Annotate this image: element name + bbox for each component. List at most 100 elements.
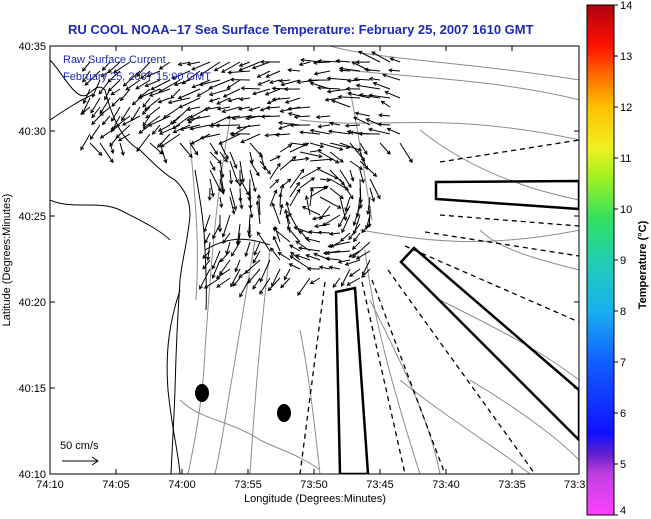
current-vector: [174, 79, 191, 86]
current-vector: [352, 241, 371, 258]
current-vector-head: [352, 253, 357, 259]
current-vector-head: [300, 58, 305, 63]
current-vector: [219, 178, 224, 194]
current-vector: [279, 79, 291, 82]
current-vector: [170, 88, 181, 99]
current-vector-head: [80, 110, 85, 115]
current-vector: [212, 250, 221, 269]
current-vector-head: [121, 116, 126, 122]
current-vector-head: [170, 94, 175, 100]
current-vector: [209, 169, 222, 192]
current-vector: [101, 70, 111, 77]
current-vector-head: [339, 237, 345, 242]
current-vector: [219, 142, 229, 159]
current-vector-head: [353, 77, 358, 82]
current-vector-head: [229, 131, 234, 136]
current-vector: [328, 130, 351, 135]
current-vector: [119, 142, 124, 156]
current-vector: [310, 129, 331, 135]
current-vector: [142, 115, 151, 126]
current-vector: [219, 259, 231, 275]
current-vector: [191, 61, 211, 71]
current-vector: [238, 268, 251, 278]
current-vector-head: [91, 93, 96, 98]
current-vector-head: [158, 150, 164, 155]
map-area: [50, 46, 579, 474]
current-vector-head: [157, 127, 163, 132]
current-vector-head: [309, 280, 315, 285]
current-vector: [294, 226, 311, 234]
current-vector: [142, 106, 151, 115]
current-vector-head: [326, 89, 332, 94]
current-vector: [90, 97, 101, 114]
current-vector-head: [307, 229, 313, 235]
current-vector: [84, 70, 101, 86]
current-vector-head: [137, 94, 143, 99]
current-vector: [104, 88, 111, 100]
current-vector-head: [316, 85, 322, 91]
current-vector-head: [104, 96, 108, 101]
current-vector: [382, 74, 401, 81]
current-vector: [266, 70, 281, 78]
current-vector: [147, 70, 161, 77]
current-vector-head: [270, 247, 275, 252]
current-vector: [362, 259, 371, 276]
current-vector: [221, 61, 241, 73]
current-vector: [279, 204, 283, 216]
current-vector-head: [278, 78, 283, 83]
current-vector: [271, 268, 281, 287]
current-vector: [199, 268, 211, 290]
current-vector-head: [326, 177, 332, 182]
current-vector-head: [253, 251, 258, 256]
current-vector-head: [351, 61, 356, 66]
current-vector-head: [287, 67, 292, 73]
current-vector-head: [99, 111, 104, 117]
current-vector: [228, 70, 251, 74]
current-vector-head: [157, 143, 162, 149]
current-vector: [329, 142, 350, 149]
current-vector: [349, 160, 363, 170]
current-vector: [107, 61, 121, 73]
current-vector-head: [344, 207, 349, 212]
current-vector: [163, 106, 181, 119]
current-vector: [179, 142, 193, 158]
current-vector-head: [220, 69, 226, 73]
current-vector: [369, 187, 375, 202]
current-vector-head: [101, 66, 106, 71]
current-vector: [332, 277, 341, 288]
current-vector: [309, 158, 333, 162]
current-vector: [227, 115, 241, 119]
current-vector: [268, 277, 281, 291]
current-vector: [261, 115, 281, 118]
current-vector: [328, 241, 351, 247]
current-vector-head: [208, 92, 214, 97]
current-vector: [285, 97, 301, 104]
current-vector-head: [354, 111, 360, 116]
current-vector: [318, 60, 341, 63]
current-vector-head: [332, 283, 337, 289]
current-vector-head: [345, 86, 350, 91]
colorbar: [586, 4, 615, 516]
current-vector: [371, 51, 391, 63]
current-vector-head: [355, 255, 361, 260]
current-vector: [365, 68, 381, 72]
plot-frame: [49, 45, 580, 475]
current-vector-head: [274, 132, 280, 137]
current-vector: [258, 194, 261, 216]
current-vector-head: [335, 58, 340, 64]
current-vector: [190, 133, 211, 145]
current-vector: [340, 232, 351, 242]
current-vector: [378, 123, 391, 126]
current-vector: [92, 79, 101, 98]
current-vector: [287, 226, 301, 243]
current-vector-head: [298, 62, 304, 67]
current-vector: [390, 57, 401, 63]
current-vector: [300, 131, 321, 135]
current-vector: [152, 124, 161, 135]
current-vector: [247, 268, 261, 284]
current-vector: [144, 97, 161, 111]
current-vector-head: [259, 59, 265, 65]
current-vector-head: [309, 81, 314, 86]
current-vector: [325, 257, 341, 261]
